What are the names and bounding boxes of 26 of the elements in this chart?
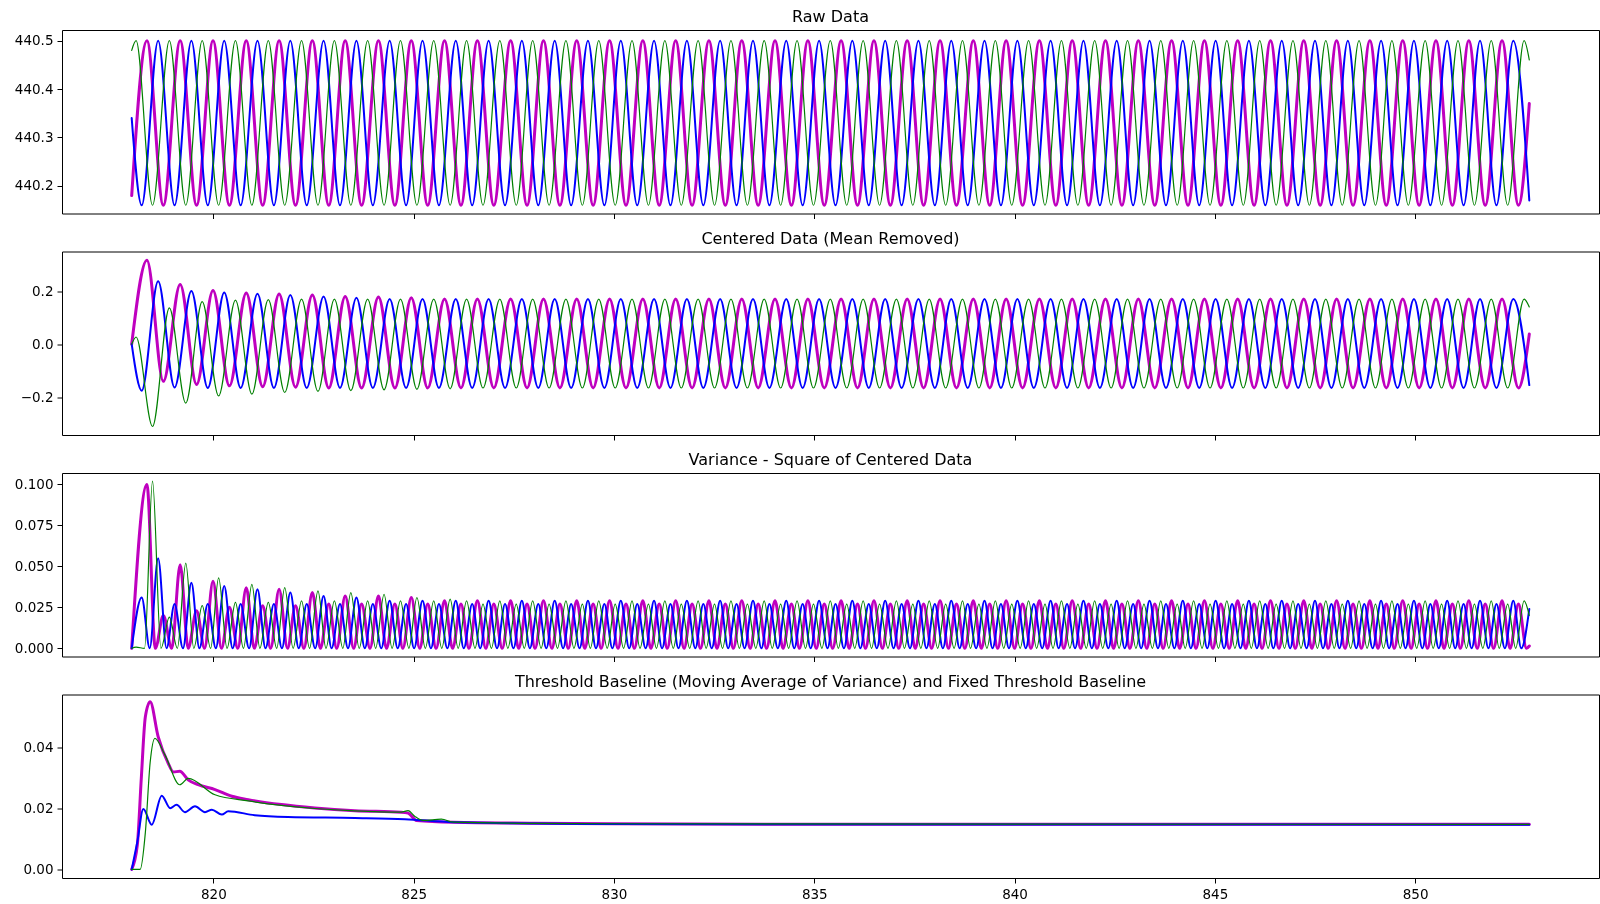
x-tick-label: 845: [1202, 885, 1229, 902]
y-tick-label: 0.2: [32, 282, 54, 299]
x-tick-label: 835: [801, 885, 828, 902]
y-tick-label: 0.02: [23, 800, 54, 816]
y-tick-label: 0.050: [14, 557, 54, 574]
y-tick-label: 0.075: [14, 516, 54, 533]
y-tick-label: 440.3: [14, 128, 54, 145]
y-tick-label: 0.00: [23, 860, 54, 877]
y-tick-label: −0.2: [20, 388, 54, 405]
y-tick-label: 0.04: [23, 739, 54, 756]
y-tick-label: 440.2: [14, 177, 54, 194]
y-tick-label: 440.5: [14, 32, 54, 49]
x-tick-label: 830: [601, 885, 628, 902]
y-tick-label: 440.4: [14, 80, 54, 97]
x-tick-label: 820: [201, 885, 227, 902]
x-tick-label: 850: [1402, 885, 1429, 902]
y-tick-label: 0.000: [14, 639, 54, 656]
chart-title: Threshold Baseline (Moving Average of Variance) and Fixed Threshold Baseline: [513, 671, 1147, 691]
y-tick-label: 0.100: [14, 475, 54, 492]
x-tick-label: 840: [1002, 885, 1028, 902]
x-tick-label: 825: [401, 885, 428, 902]
y-tick-label: 0.0: [32, 335, 54, 352]
chart-title: Centered Data (Mean Removed): [701, 228, 960, 248]
chart-title: Variance - Square of Centered Data: [688, 450, 973, 469]
y-tick-label: 0.025: [14, 598, 54, 615]
chart-title: Raw Data: [792, 7, 869, 26]
